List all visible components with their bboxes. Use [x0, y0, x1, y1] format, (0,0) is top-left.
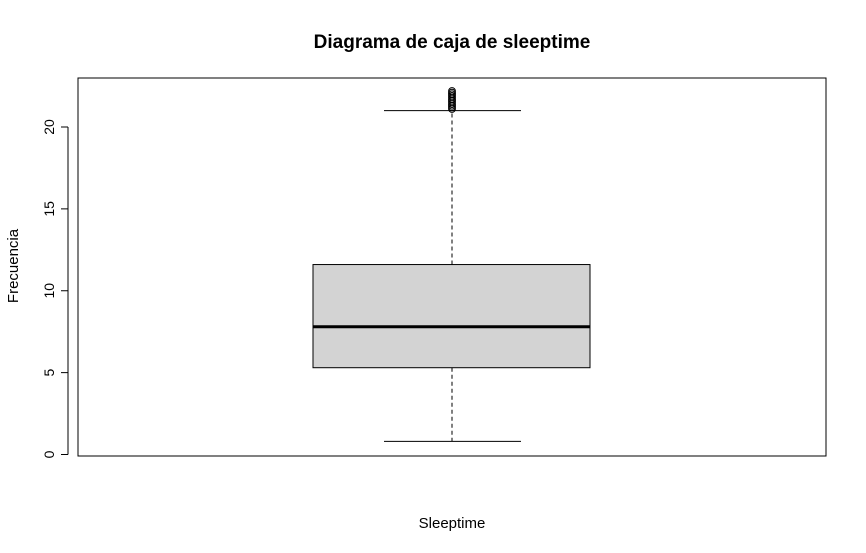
iqr-box [312, 264, 591, 369]
y-tick-label: 5 [41, 369, 57, 377]
y-tick-label: 15 [41, 201, 57, 217]
outlier-point [448, 87, 456, 95]
y-tick-label: 20 [41, 119, 57, 135]
chart-title: Diagrama de caja de sleeptime [314, 32, 591, 53]
plot-frame [77, 77, 827, 457]
y-axis-label: Frecuencia [5, 228, 22, 303]
y-tick-label: 10 [41, 283, 57, 299]
outlier-group [448, 87, 456, 113]
box-group [312, 110, 591, 442]
y-axis: 0 5 10 15 20 [41, 119, 69, 458]
x-axis-label: Sleeptime [419, 515, 486, 532]
y-tick-label: 0 [41, 450, 57, 458]
